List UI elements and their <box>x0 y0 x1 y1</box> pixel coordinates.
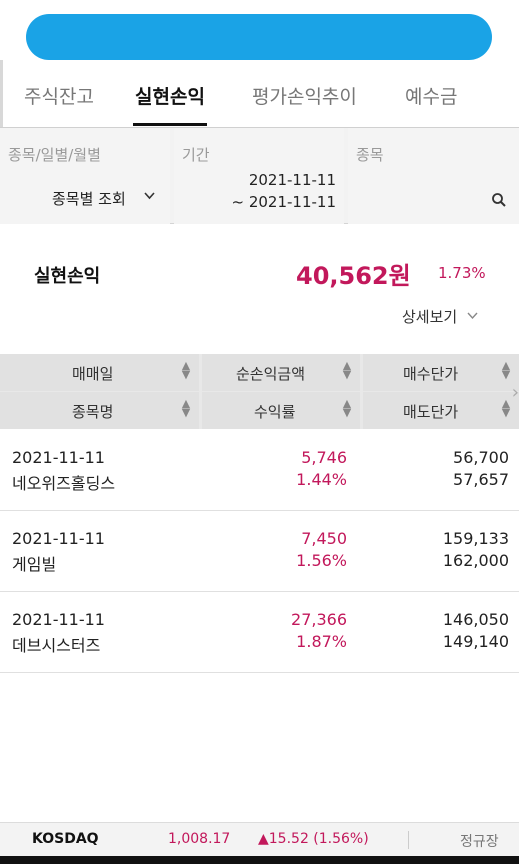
active-tab-indicator <box>133 123 207 126</box>
sort-icon: ▲ ▼ <box>342 359 352 381</box>
chevron-down-icon <box>143 188 156 206</box>
market-status: 정규장 <box>460 834 499 850</box>
header-stock-name[interactable]: 종목명 ▲ ▼ <box>0 392 199 429</box>
chevron-down-icon <box>461 308 479 326</box>
summary-rate: 1.73% <box>438 264 486 282</box>
sell-price: 162,000 <box>442 551 509 570</box>
table-header: 매매일 ▲ ▼ 순손익금액 ▲ ▼ 매수단가 ▲ ▼ 종목명 ▲ ▼ 수익률 ▲ ▼ 매도단가 ▲ ▼ … <box>0 354 519 429</box>
stock-label: 종목 <box>356 146 384 164</box>
sell-price: 57,657 <box>453 470 509 489</box>
tab-deposit[interactable]: 예수금 <box>405 86 458 108</box>
sort-icon: ▲ ▼ <box>181 359 191 381</box>
sort-icon: ▲ ▼ <box>342 397 352 419</box>
tab-valuation-trend[interactable]: 평가손익추이 <box>252 86 357 108</box>
chevron-right-icon[interactable]: › <box>511 382 519 403</box>
sell-price: 149,140 <box>442 632 509 651</box>
market-ticker[interactable]: KOSDAQ 1,008.17 ▲15.52 (1.56%) 정규장 <box>0 822 519 856</box>
period-label: 기간 <box>182 146 210 164</box>
header-label: 순손익금액 <box>236 365 306 383</box>
buy-price: 159,133 <box>442 529 509 548</box>
summary-amount: 40,562원 <box>296 262 411 290</box>
tab-holdings[interactable]: 주식잔고 <box>24 86 94 108</box>
header-label: 매도단가 <box>403 403 459 421</box>
type-label: 종목/일별/월별 <box>8 146 101 164</box>
header-label: 수익률 <box>254 403 296 421</box>
type-select[interactable]: 종목/일별/월별 종목별 조회 <box>0 128 170 224</box>
return-rate: 1.87% <box>296 632 347 651</box>
sort-icon: ▲ ▼ <box>501 397 511 419</box>
header-buy-price[interactable]: 매수단가 ▲ ▼ <box>363 354 519 391</box>
index-value: 1,008.17 <box>168 831 231 847</box>
date-from: 2021-11-11 <box>248 171 336 189</box>
return-rate: 1.44% <box>296 470 347 489</box>
stock-name: 게임빌 <box>12 555 57 574</box>
detail-label: 상세보기 <box>402 308 458 326</box>
trade-date: 2021-11-11 <box>12 529 105 548</box>
net-profit: 7,450 <box>301 529 347 548</box>
header-area <box>0 0 519 70</box>
table-row[interactable]: 2021-11-11 게임빌 7,450 1.56% 159,133 162,0… <box>0 511 519 592</box>
detail-toggle[interactable]: 상세보기 <box>402 306 479 327</box>
table-row[interactable]: 2021-11-11 데브시스터즈 27,366 1.87% 146,050 1… <box>0 592 519 673</box>
stock-search[interactable]: 종목 <box>348 128 519 224</box>
header-label: 종목명 <box>72 403 114 421</box>
date-to: ~ 2021-11-11 <box>231 193 336 211</box>
net-profit: 27,366 <box>291 610 347 629</box>
buy-price: 56,700 <box>453 448 509 467</box>
stock-name: 데브시스터즈 <box>12 636 101 655</box>
trade-date: 2021-11-11 <box>12 448 105 467</box>
header-trade-date[interactable]: 매매일 ▲ ▼ <box>0 354 199 391</box>
index-change: ▲15.52 (1.56%) <box>258 831 369 847</box>
tab-realized-pnl[interactable]: 실현손익 <box>133 82 207 126</box>
trade-date: 2021-11-11 <box>12 610 105 629</box>
period-select[interactable]: 기간 2021-11-11 ~ 2021-11-11 <box>174 128 344 224</box>
filter-panel: 종목/일별/월별 종목별 조회 기간 2021-11-11 ~ 2021-11-… <box>0 128 519 224</box>
realized-summary: 실현손익 40,562원 1.73% 상세보기 <box>0 224 519 354</box>
index-name: KOSDAQ <box>32 831 99 847</box>
redaction-scribble <box>26 14 492 60</box>
header-label: 매매일 <box>72 365 114 383</box>
system-nav-bar <box>0 856 519 864</box>
header-net-profit[interactable]: 순손익금액 ▲ ▼ <box>202 354 360 391</box>
header-sell-price[interactable]: 매도단가 ▲ ▼ <box>363 392 519 429</box>
sort-icon: ▲ ▼ <box>501 359 511 381</box>
tab-label: 실현손익 <box>135 86 205 108</box>
sort-icon: ▲ ▼ <box>181 397 191 419</box>
table-row[interactable]: 2021-11-11 네오위즈홀딩스 5,746 1.44% 56,700 57… <box>0 430 519 511</box>
buy-price: 146,050 <box>442 610 509 629</box>
return-rate: 1.56% <box>296 551 347 570</box>
type-value: 종목별 조회 <box>52 190 126 208</box>
search-icon[interactable] <box>491 192 507 208</box>
header-label: 매수단가 <box>403 365 459 383</box>
stock-name: 네오위즈홀딩스 <box>12 474 116 493</box>
divider <box>408 831 409 849</box>
tab-bar: 주식잔고 실현손익 평가손익추이 예수금 <box>0 70 519 128</box>
net-profit: 5,746 <box>301 448 347 467</box>
summary-label: 실현손익 <box>34 266 101 287</box>
header-return-rate[interactable]: 수익률 ▲ ▼ <box>202 392 360 429</box>
